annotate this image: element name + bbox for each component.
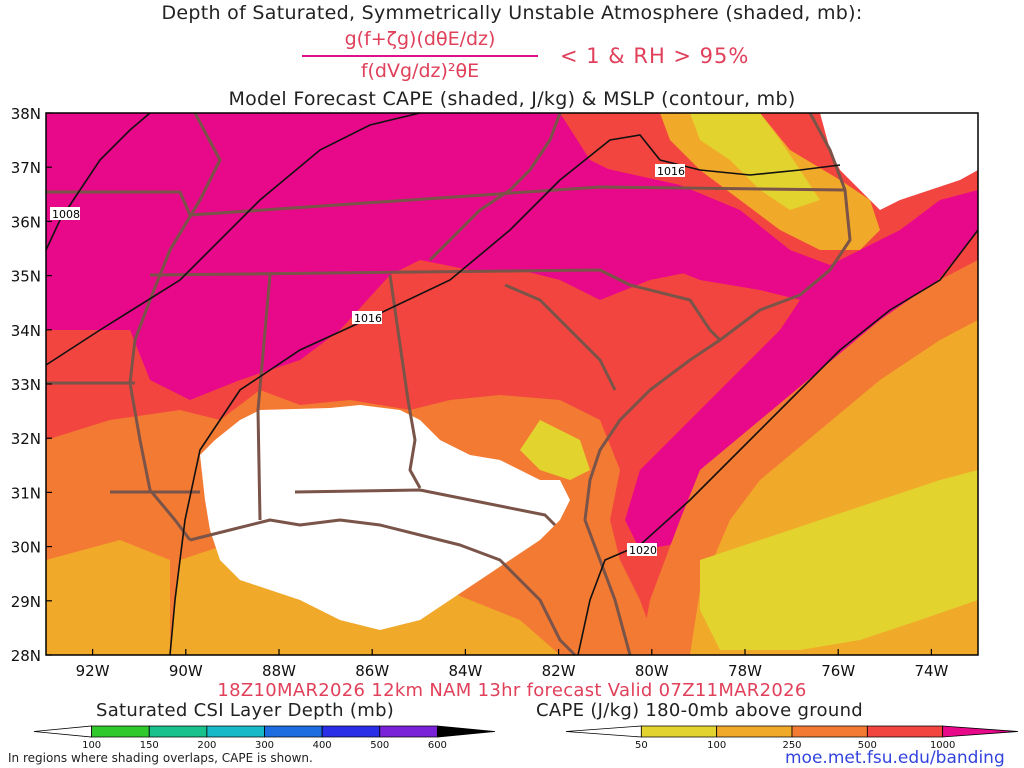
tn-ms-al-ga-nc-border (149, 268, 722, 342)
contour-label: 1008 (52, 208, 80, 221)
lon-label: 80W (635, 662, 669, 680)
colorbar-tick-label: 250 (782, 740, 801, 751)
colorbar-tick-label: 100 (707, 740, 726, 751)
mississippi-river-border (128, 112, 222, 541)
lon-label: 90W (169, 662, 203, 680)
lon-label: 92W (76, 662, 110, 680)
colorbar-tick-label: 1000 (930, 740, 955, 751)
isobar-1012 (45, 112, 421, 366)
lon-label: 86W (355, 662, 389, 680)
fraction-bar (302, 55, 538, 57)
title-line-3: Model Forecast CAPE (shaded, J/kg) & MSL… (228, 88, 796, 110)
colorbar-tick-label: 200 (197, 740, 216, 751)
lat-label: 31N (11, 484, 41, 502)
colorbar-swatch (91, 725, 150, 738)
colorbar-tick-label: 100 (82, 740, 101, 751)
cape-colorbar: 50 100 250 500 1000 (565, 725, 1019, 751)
lon-label: 78W (728, 662, 762, 680)
mslp-isobars (45, 112, 979, 656)
colorbar-tick-label: 600 (428, 740, 447, 751)
colorbar-swatch (866, 725, 944, 738)
lon-label: 74W (914, 662, 948, 680)
forecast-valid-line: 18Z10MAR2026 12km NAM 13hr forecast Vali… (217, 680, 807, 701)
cape-shading (46, 113, 978, 655)
formula-denominator: f(dVg/dz)²θE (360, 60, 480, 82)
latitude-axis: 38N 37N 36N 35N 34N 33N 32N 31N 30N 29N 28N (11, 105, 52, 665)
lat-label: 38N (11, 105, 41, 123)
lat-label: 37N (11, 159, 41, 177)
al-ga-border (388, 274, 422, 489)
csi-colorbar: 100 150 200 300 400 500 600 (33, 725, 496, 751)
lat-label: 29N (11, 593, 41, 611)
gulf-coastline (189, 518, 577, 657)
lon-label: 76W (821, 662, 855, 680)
appalachian-border (428, 112, 562, 262)
isobar-1008 (45, 112, 151, 251)
fl-al-ga-border (294, 488, 557, 527)
lat-label: 34N (11, 322, 41, 340)
lat-label: 28N (11, 647, 41, 665)
state-borders (46, 112, 852, 657)
colorbar-swatch (565, 725, 642, 738)
cape-colorbar-title: CAPE (J/kg) 180-0mb above ground (536, 700, 864, 721)
colorbar-swatch (716, 725, 793, 738)
colorbar-swatch (379, 725, 438, 738)
colorbar-swatch (206, 725, 265, 738)
colorbar-swatch (436, 725, 496, 738)
colorbar-swatch (264, 725, 323, 738)
isobar-1020 (577, 229, 979, 656)
colorbar-tick-label: 300 (255, 740, 274, 751)
atlantic-coastline-south (583, 338, 721, 656)
contour-label: 1016 (657, 165, 685, 178)
lon-label: 88W (262, 662, 296, 680)
contour-label: 1020 (629, 544, 657, 557)
colorbar-tick-label: 500 (858, 740, 877, 751)
colorbar-tick-label: 150 (140, 740, 159, 751)
overlap-note: In regions where shading overlaps, CAPE … (8, 751, 313, 765)
lat-label: 30N (11, 539, 41, 557)
colorbar-swatch (33, 725, 93, 738)
source-url[interactable]: moe.met.fsu.edu/banding (785, 748, 1005, 768)
lon-label: 84W (448, 662, 482, 680)
lat-label: 36N (11, 213, 41, 231)
lat-label: 32N (11, 430, 41, 448)
contour-label: 1016 (354, 312, 382, 325)
colorbar-swatch (321, 725, 381, 738)
colorbar-swatch (640, 725, 718, 738)
lon-label: 82W (542, 662, 576, 680)
formula-numerator: g(f+ζg)(dθE/dz) (344, 28, 496, 50)
ms-al-border (256, 274, 272, 521)
colorbar-swatch (791, 725, 868, 738)
colorbar-swatch (148, 725, 208, 738)
title-line-1: Depth of Saturated, Symmetrically Unstab… (161, 2, 863, 24)
csi-formula: g(f+ζg)(dθE/dz) f(dVg/dz)²θE (300, 28, 540, 82)
colorbar-tick-label: 500 (370, 740, 389, 751)
lat-label: 33N (11, 376, 41, 394)
longitude-axis: 92W 90W 88W 86W 84W 82W 80W 78W 76W 74W (76, 649, 949, 680)
atlantic-coastline-north (719, 112, 852, 342)
contour-labels: 1008 1016 1016 1020 (50, 164, 685, 557)
colorbar-tick-label: 50 (635, 740, 648, 751)
ga-sc-border (504, 283, 617, 391)
formula-condition: < 1 & RH > 95% (560, 44, 750, 68)
isobar-1016 (169, 134, 841, 656)
csi-colorbar-title: Saturated CSI Layer Depth (mb) (96, 700, 395, 721)
colorbar-swatch (942, 725, 1019, 738)
lat-label: 35N (11, 268, 41, 286)
colorbar-tick-label: 400 (313, 740, 332, 751)
